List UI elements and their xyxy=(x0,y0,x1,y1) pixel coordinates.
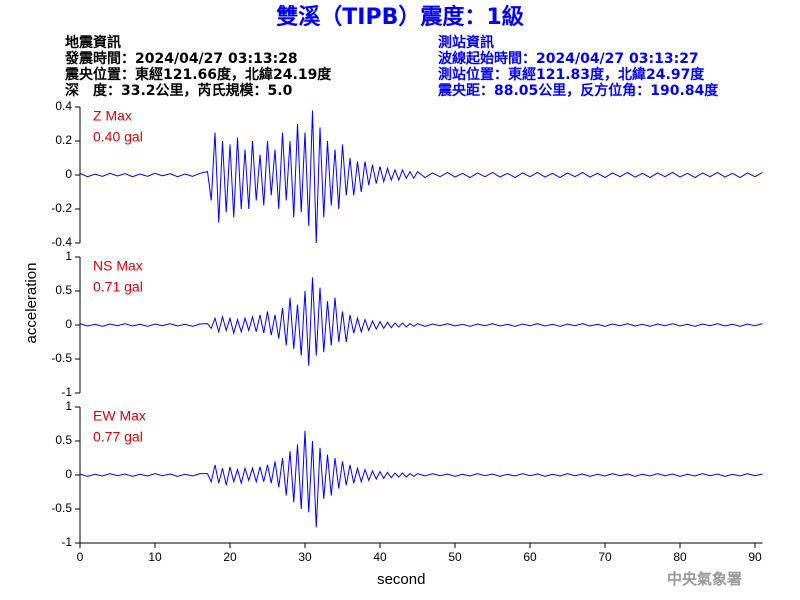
chart-title: 雙溪（TIPB）震度：1級 xyxy=(276,4,523,30)
x-tick-label: 70 xyxy=(598,550,612,564)
x-tick-label: 40 xyxy=(373,550,387,564)
x-tick-label: 0 xyxy=(77,550,84,564)
y-tick-label: 1 xyxy=(65,249,72,263)
panel-max: 0.71 gal xyxy=(93,279,143,295)
panel-max: 0.40 gal xyxy=(93,129,143,145)
y-tick-label: 0.5 xyxy=(55,433,72,447)
header-left-line: 震央位置：東經121.66度，北緯24.19度 xyxy=(64,66,332,83)
header-left-line: 地震資訊 xyxy=(65,34,121,51)
y-tick-label: 0.4 xyxy=(55,99,72,113)
panel-label: NS Max xyxy=(93,258,143,274)
y-tick-label: 0 xyxy=(65,167,72,181)
panel-label: EW Max xyxy=(93,408,146,424)
header-right-line: 震央距：88.05公里，反方位角：190.84度 xyxy=(437,82,719,99)
y-tick-label: -0.5 xyxy=(51,501,72,515)
y-tick-label: -0.4 xyxy=(51,235,72,249)
panel-max: 0.77 gal xyxy=(93,429,143,445)
footer: 中央氣象署 xyxy=(667,570,742,588)
x-tick-label: 90 xyxy=(748,550,762,564)
y-axis-label: acceleration xyxy=(23,263,40,344)
y-tick-label: 0.2 xyxy=(55,133,72,147)
waveform xyxy=(79,430,763,528)
header-left-line: 深 度：33.2公里，芮氏規模：5.0 xyxy=(65,82,293,99)
y-tick-label: 0.5 xyxy=(55,283,72,297)
waveform xyxy=(79,277,763,366)
header-right-line: 波線起始時間：2024/04/27 03:13:27 xyxy=(438,50,699,67)
waveform xyxy=(79,110,763,244)
header-left-line: 發震時間：2024/04/27 03:13:28 xyxy=(64,50,298,67)
y-tick-label: -0.2 xyxy=(51,201,72,215)
y-tick-label: 0 xyxy=(65,467,72,481)
y-tick-label: 0 xyxy=(65,317,72,331)
x-tick-label: 60 xyxy=(523,550,537,564)
x-tick-label: 80 xyxy=(673,550,687,564)
y-tick-label: -1 xyxy=(61,385,72,399)
y-tick-label: 1 xyxy=(65,399,72,413)
panel-label: Z Max xyxy=(93,108,132,124)
y-tick-label: -1 xyxy=(61,535,72,549)
x-tick-label: 20 xyxy=(223,550,237,564)
x-tick-label: 30 xyxy=(298,550,312,564)
x-tick-label: 50 xyxy=(448,550,462,564)
header-right-line: 測站位置：東經121.83度，北緯24.97度 xyxy=(438,66,705,83)
x-tick-label: 10 xyxy=(148,550,162,564)
x-axis-label: second xyxy=(377,571,425,588)
header-right-line: 測站資訊 xyxy=(438,34,494,51)
y-tick-label: -0.5 xyxy=(51,351,72,365)
